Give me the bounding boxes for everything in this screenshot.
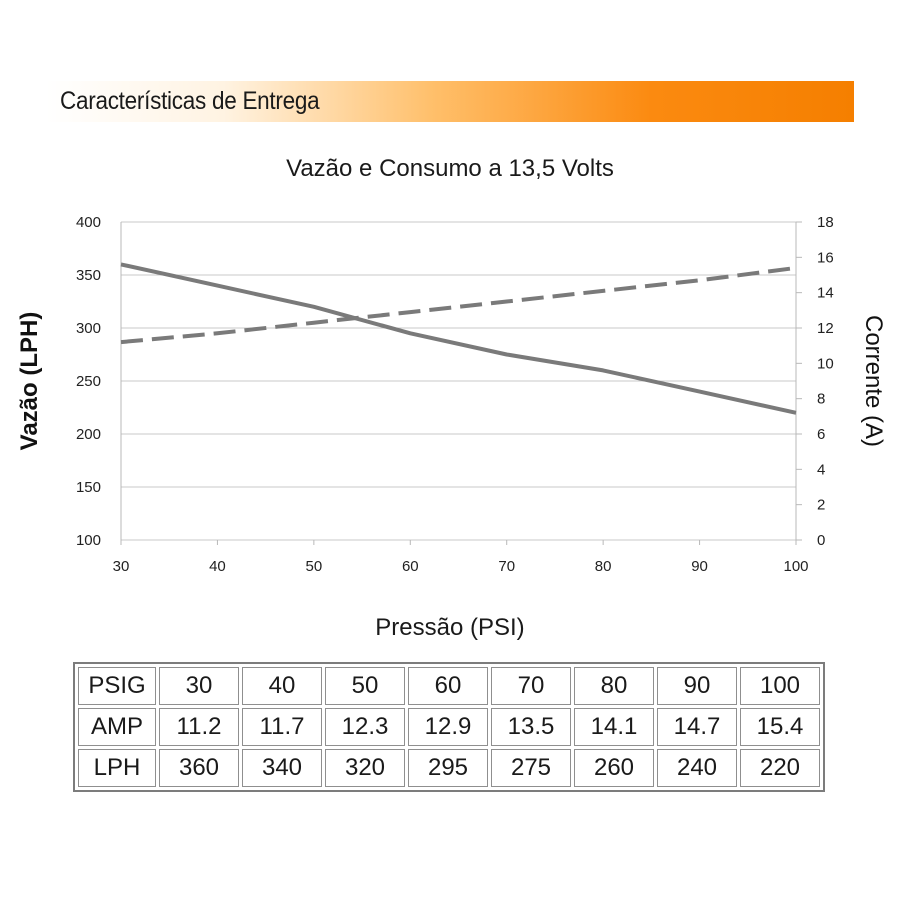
x-tick-label: 50 [306, 558, 323, 575]
y2-tick-label: 2 [817, 497, 825, 514]
table-cell: 70 [491, 667, 571, 705]
current-series-line [120, 265, 797, 345]
table-cell: 340 [242, 749, 322, 787]
table-row: LPH 360 340 320 295 275 260 240 220 [78, 749, 820, 787]
y2-axis-title: Corrente (A) [860, 315, 887, 447]
table-cell: 15.4 [740, 708, 820, 746]
y2-tick-label: 4 [817, 461, 825, 478]
x-tick-label: 90 [691, 558, 708, 575]
table-row: PSIG 30 40 50 60 70 80 90 100 [78, 667, 820, 705]
y-tick-label: 300 [76, 320, 101, 337]
table-cell: 360 [159, 749, 239, 787]
y-tick-label: 400 [76, 214, 101, 231]
y2-tick-label: 16 [817, 249, 834, 266]
section-title: Características de Entrega [60, 87, 320, 115]
table-cell: 220 [740, 749, 820, 787]
table-cell: 14.1 [574, 708, 654, 746]
table-cell: 13.5 [491, 708, 571, 746]
table-cell: 295 [408, 749, 488, 787]
x-tick-label: 40 [209, 558, 226, 575]
y2-tick-label: 0 [817, 532, 825, 549]
table-cell: 90 [657, 667, 737, 705]
chart-title: Vazão e Consumo a 13,5 Volts [286, 155, 614, 182]
y-tick-label: 350 [76, 267, 101, 284]
table-cell: 80 [574, 667, 654, 705]
x-tick-label: 30 [113, 558, 130, 575]
table-cell: 14.7 [657, 708, 737, 746]
x-axis-title: Pressão (PSI) [375, 614, 525, 641]
y2-tick-label: 18 [817, 214, 834, 231]
section-banner: Características de Entrega [46, 81, 854, 122]
y-tick-label: 100 [76, 532, 101, 549]
table-cell: 11.7 [242, 708, 322, 746]
flow-current-chart: 100 150 200 250 300 350 400 0 2 4 6 8 10 12 14 16 18 30 40… [16, 214, 887, 575]
row-header: AMP [78, 708, 156, 746]
x-tick-label: 60 [402, 558, 419, 575]
table-cell: 320 [325, 749, 405, 787]
table-cell: 30 [159, 667, 239, 705]
table-cell: 275 [491, 749, 571, 787]
x-tick-label: 80 [595, 558, 612, 575]
y2-tick-label: 12 [817, 320, 834, 337]
data-table: PSIG 30 40 50 60 70 80 90 100 AMP 11.2 11.7 12.3 12.9… [73, 662, 825, 792]
y-tick-label: 200 [76, 426, 101, 443]
x-tick-label: 70 [498, 558, 515, 575]
table-cell: 40 [242, 667, 322, 705]
table-cell: 100 [740, 667, 820, 705]
table-cell: 12.3 [325, 708, 405, 746]
table-cell: 240 [657, 749, 737, 787]
y-tick-label: 150 [76, 479, 101, 496]
table-cell: 60 [408, 667, 488, 705]
row-header: LPH [78, 749, 156, 787]
table-cell: 260 [574, 749, 654, 787]
table-cell: 12.9 [408, 708, 488, 746]
y2-tick-label: 10 [817, 355, 834, 372]
x-tick-label: 100 [783, 558, 808, 575]
row-header: PSIG [78, 667, 156, 705]
table-cell: 50 [325, 667, 405, 705]
y2-tick-label: 14 [817, 285, 834, 302]
y2-tick-label: 8 [817, 391, 825, 408]
flow-series-line [120, 262, 797, 415]
y-tick-label: 250 [76, 373, 101, 390]
y-axis-title: Vazão (LPH) [16, 312, 43, 451]
y2-tick-label: 6 [817, 426, 825, 443]
table-cell: 11.2 [159, 708, 239, 746]
table-row: AMP 11.2 11.7 12.3 12.9 13.5 14.1 14.7 15.4 [78, 708, 820, 746]
